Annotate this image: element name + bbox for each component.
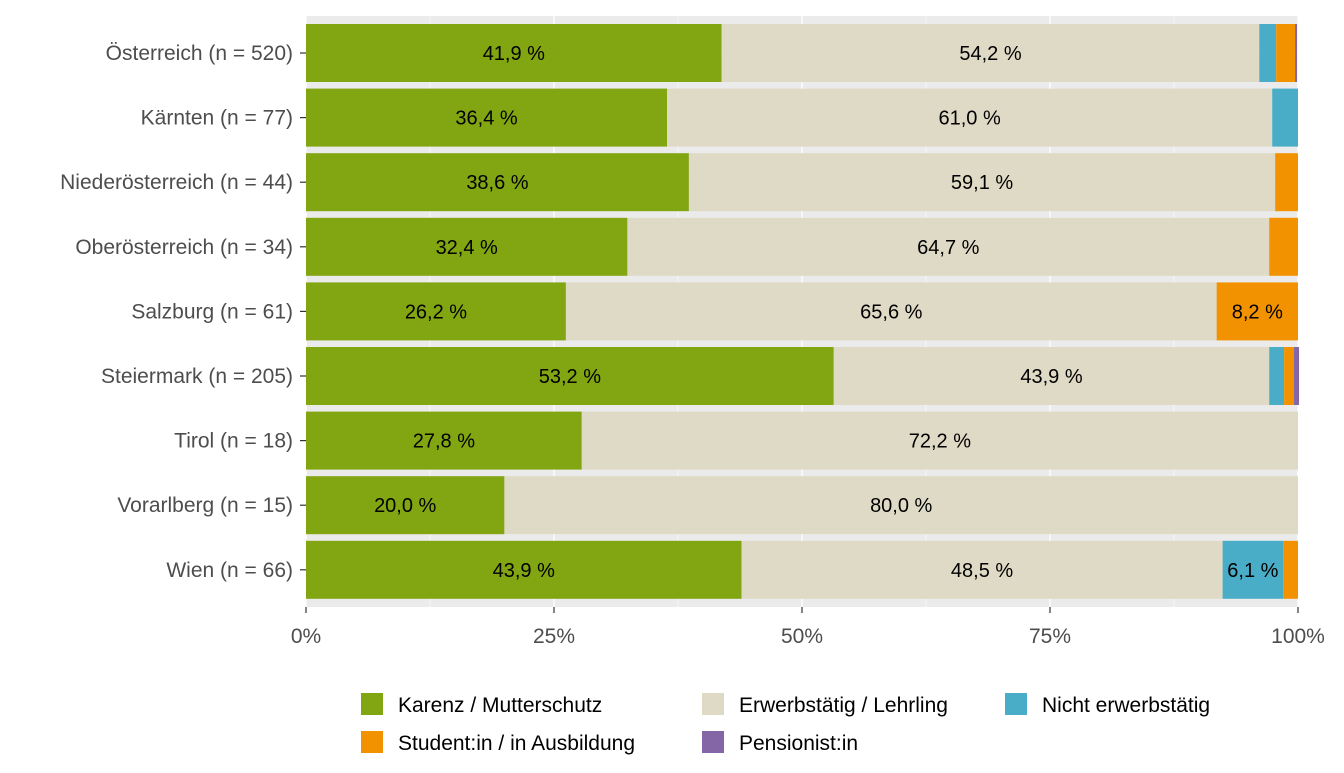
bar-segment bbox=[581, 411, 1298, 470]
x-tick-label: 75% bbox=[1029, 625, 1071, 648]
legend-label: Nicht erwerbstätig bbox=[1042, 694, 1210, 717]
bar-segment bbox=[306, 88, 668, 147]
bar-segment bbox=[1272, 88, 1298, 147]
category-label: Salzburg (n = 61) bbox=[131, 300, 293, 323]
bar-segment bbox=[688, 153, 1276, 212]
bar-segment bbox=[627, 217, 1270, 276]
data-label: 43,9 % bbox=[493, 560, 555, 582]
bar-segment bbox=[306, 153, 689, 212]
bar-segment bbox=[721, 24, 1260, 82]
data-label: 80,0 % bbox=[870, 495, 932, 517]
bar-segment bbox=[667, 88, 1273, 147]
data-label: 32,4 % bbox=[436, 237, 498, 259]
data-label: 38,6 % bbox=[466, 172, 528, 194]
bar-segment bbox=[1269, 217, 1298, 276]
bar-segment bbox=[1269, 347, 1285, 405]
bar-segment bbox=[1276, 24, 1296, 82]
category-label: Tirol (n = 18) bbox=[174, 430, 293, 453]
bar-segment bbox=[1259, 24, 1277, 82]
data-label: 54,2 % bbox=[959, 43, 1021, 65]
x-tick-label: 25% bbox=[533, 625, 575, 648]
bar-segment bbox=[504, 476, 1298, 535]
legend-label: Erwerbstätig / Lehrling bbox=[739, 694, 948, 717]
x-tick-label: 100% bbox=[1271, 625, 1325, 648]
legend-swatch bbox=[702, 731, 724, 753]
x-tick-label: 0% bbox=[291, 625, 321, 648]
data-label: 20,0 % bbox=[374, 495, 436, 517]
bar-segment bbox=[1216, 282, 1298, 341]
legend-label: Student:in / in Ausbildung bbox=[398, 732, 635, 755]
data-label: 64,7 % bbox=[917, 237, 979, 259]
legend-label: Pensionist:in bbox=[739, 732, 858, 755]
data-label: 59,1 % bbox=[951, 172, 1013, 194]
data-label: 61,0 % bbox=[939, 108, 1001, 130]
category-label: Wien (n = 66) bbox=[166, 559, 293, 582]
bar-segment bbox=[741, 540, 1223, 599]
bar-segment bbox=[306, 24, 722, 82]
bar-segment bbox=[1294, 347, 1299, 405]
category-label: Steiermark (n = 205) bbox=[101, 365, 293, 388]
category-label: Kärnten (n = 77) bbox=[141, 107, 293, 130]
legend-swatch bbox=[1005, 693, 1027, 715]
data-label: 36,4 % bbox=[455, 108, 517, 130]
category-label: Oberösterreich (n = 34) bbox=[75, 236, 293, 259]
bar-segment bbox=[1284, 347, 1295, 405]
bar-segment bbox=[306, 347, 834, 405]
bar-segment bbox=[306, 540, 742, 599]
bar-segment bbox=[833, 347, 1270, 405]
x-tick-label: 50% bbox=[781, 625, 823, 648]
data-label: 72,2 % bbox=[909, 431, 971, 453]
data-label: 65,6 % bbox=[860, 301, 922, 323]
data-label: 41,9 % bbox=[483, 43, 545, 65]
legend-label: Karenz / Mutterschutz bbox=[398, 694, 602, 717]
legend-swatch bbox=[702, 693, 724, 715]
bar-segment bbox=[306, 282, 566, 341]
legend-swatch bbox=[361, 693, 383, 715]
category-label: Niederösterreich (n = 44) bbox=[60, 171, 293, 194]
data-label: 8,2 % bbox=[1232, 301, 1283, 323]
bar-segment bbox=[306, 217, 628, 276]
category-label: Vorarlberg (n = 15) bbox=[117, 494, 293, 517]
data-label: 6,1 % bbox=[1227, 560, 1278, 582]
bar-segment bbox=[306, 411, 582, 470]
bar-segment bbox=[1275, 153, 1298, 212]
bar-segment bbox=[1283, 540, 1298, 599]
data-label: 26,2 % bbox=[405, 301, 467, 323]
category-label: Österreich (n = 520) bbox=[106, 42, 293, 65]
bar-segment bbox=[1295, 24, 1298, 82]
bar-segment bbox=[306, 476, 505, 535]
legend-swatch bbox=[361, 731, 383, 753]
bar-segment bbox=[565, 282, 1217, 341]
data-label: 27,8 % bbox=[413, 431, 475, 453]
data-label: 48,5 % bbox=[951, 560, 1013, 582]
bar-segment bbox=[1222, 540, 1284, 599]
data-label: 43,9 % bbox=[1020, 366, 1082, 388]
data-label: 53,2 % bbox=[539, 366, 601, 388]
